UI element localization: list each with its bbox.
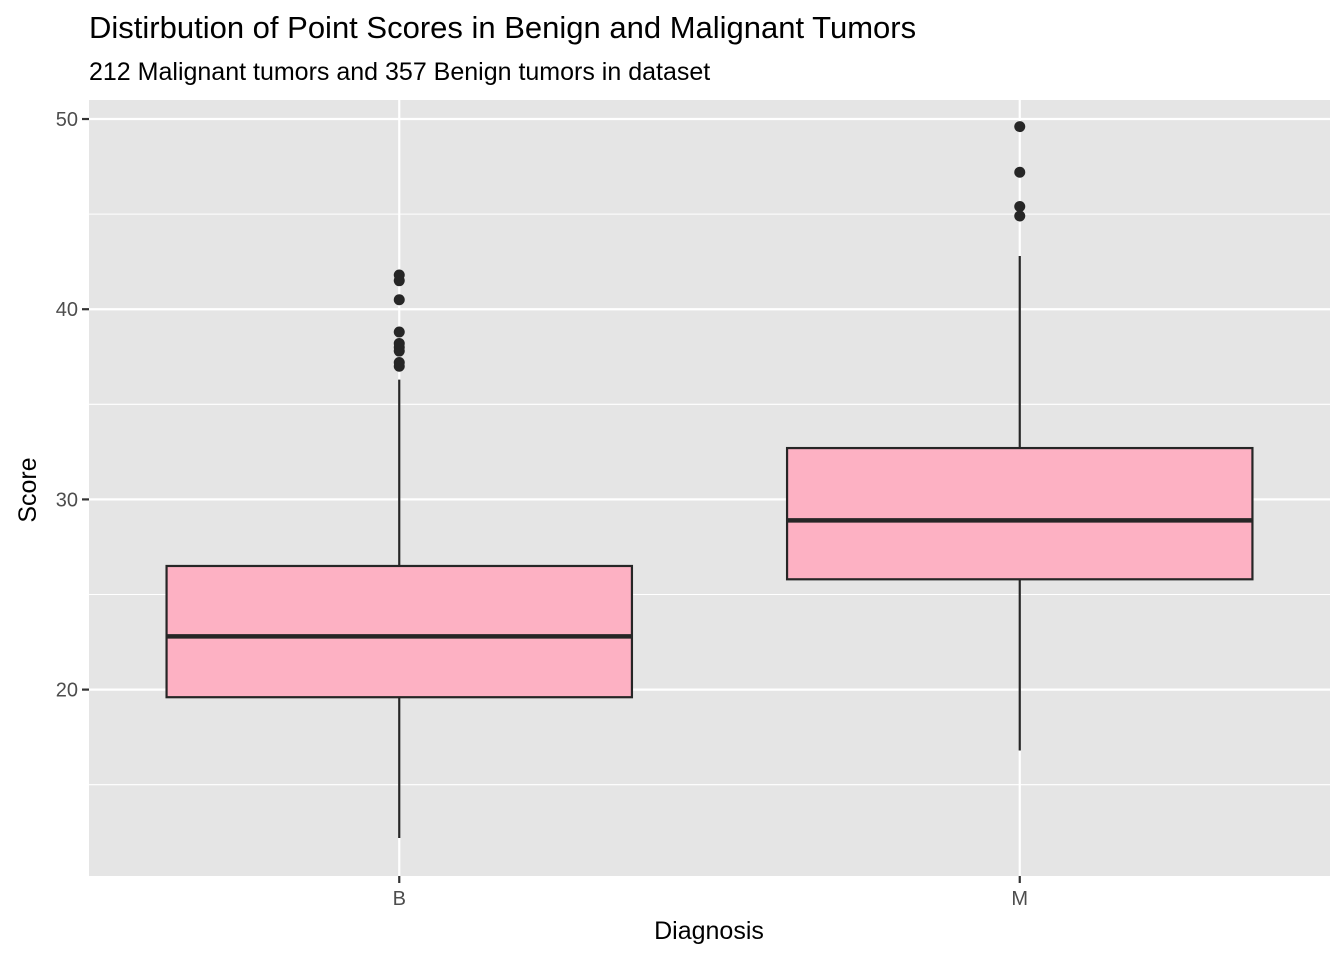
box-series — [165, 121, 1254, 838]
outlier-point — [393, 337, 405, 349]
chart-title: Distirbution of Point Scores in Benign a… — [89, 10, 917, 45]
x-axis-title: Diagnosis — [654, 917, 764, 945]
chart-subtitle: 212 Malignant tumors and 357 Benign tumo… — [89, 58, 711, 86]
outlier-point — [1014, 166, 1026, 178]
y-axis: 20 30 40 50 — [56, 109, 89, 702]
outlier-point — [393, 326, 405, 338]
outlier-point — [393, 269, 405, 281]
outlier-point — [393, 356, 405, 368]
outlier-point — [1014, 210, 1026, 222]
y-tick-label: 20 — [56, 680, 78, 702]
y-tick-label: 40 — [56, 299, 78, 321]
outlier-point — [1014, 121, 1026, 133]
x-tick-label: M — [1011, 888, 1028, 910]
iqr-box — [785, 446, 1254, 581]
iqr-box — [165, 564, 634, 699]
x-tick-label: B — [393, 888, 406, 910]
box-B — [165, 269, 634, 838]
outlier-point — [1014, 201, 1026, 213]
box-M — [785, 121, 1254, 751]
y-axis-title: Score — [14, 457, 42, 522]
outlier-point — [393, 294, 405, 306]
y-tick-label: 30 — [56, 489, 78, 511]
y-tick-label: 50 — [56, 109, 78, 131]
